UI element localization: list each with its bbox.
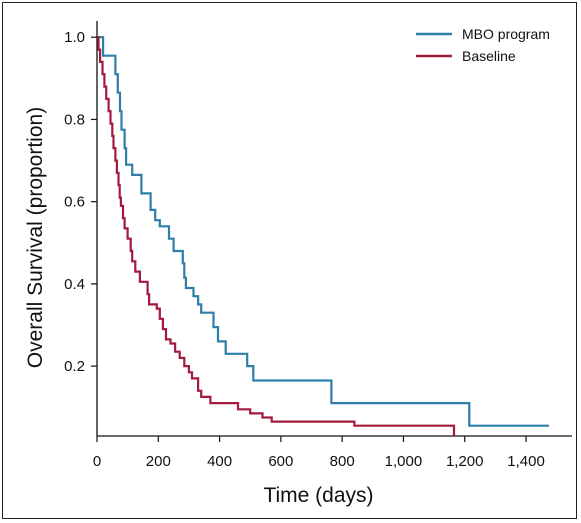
legend: MBO program Baseline [416, 26, 550, 64]
x-tick-label: 400 [207, 453, 232, 470]
x-tick-label: 600 [268, 453, 293, 470]
y-tick-label: 0.6 [64, 194, 85, 211]
series-layer [97, 36, 549, 436]
y-tick-label: 0.4 [64, 276, 85, 293]
series-line-mbo-program [97, 36, 549, 427]
y-tick-label: 0.8 [64, 111, 85, 128]
legend-label: Baseline [462, 48, 516, 64]
tick-marks: 0 200 400 600 800 1,000 1,200 1,400 0.2 0.4 0.6 0.8… [64, 29, 545, 470]
x-tick-label: 1,000 [385, 453, 423, 470]
x-axis-title: Time (days) [263, 484, 373, 507]
x-tick-label: 0 [93, 453, 101, 470]
axes [96, 21, 572, 437]
y-axis-title: Overall Survival (proportion) [24, 107, 47, 368]
y-tick-label: 1.0 [64, 29, 85, 46]
x-tick-label: 1,200 [446, 453, 484, 470]
x-tick-label: 800 [330, 453, 355, 470]
x-tick-label: 1,400 [507, 453, 545, 470]
legend-label: MBO program [462, 26, 550, 42]
x-tick-label: 200 [146, 453, 171, 470]
y-tick-label: 0.2 [64, 358, 85, 375]
figure-frame [2, 2, 577, 519]
series-line-baseline [97, 36, 456, 436]
